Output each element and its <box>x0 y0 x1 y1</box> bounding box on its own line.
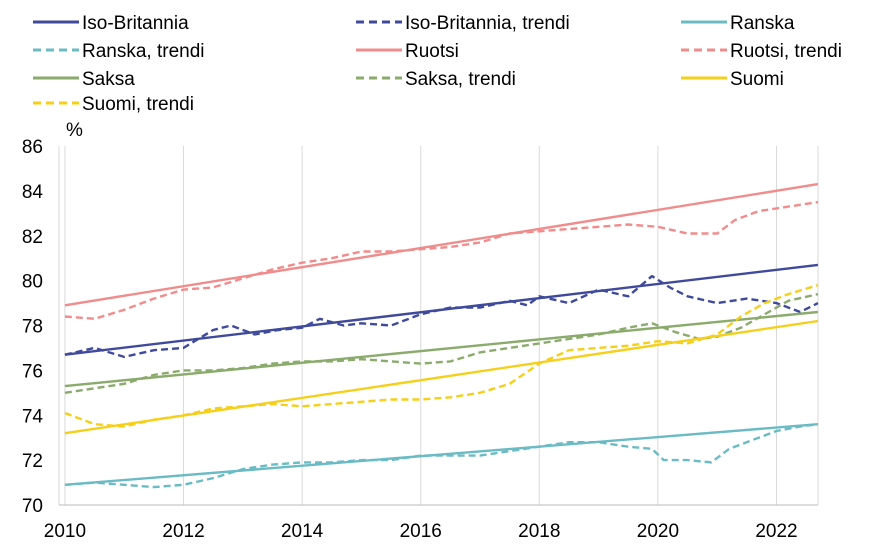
y-axis-tick-labels: 70 72 74 76 78 80 82 84 86 <box>22 137 44 517</box>
y-tick-label: 70 <box>22 496 43 517</box>
legend-label: Saksa <box>82 69 135 90</box>
legend-item-iso-britannia-trendi: Iso-Britannia, trendi <box>356 13 570 34</box>
legend-item-saksa-trendi: Saksa, trendi <box>356 69 516 90</box>
legend-item-ruotsi-trendi: Ruotsi, trendi <box>681 41 842 62</box>
legend-label: Saksa, trendi <box>405 69 516 90</box>
series-line-ranska-trendi <box>64 423 819 489</box>
legend-label: Suomi <box>730 69 784 90</box>
x-tick-label: 2016 <box>400 521 442 542</box>
legend-label: Iso-Britannia, trendi <box>405 13 570 34</box>
legend-label: Ranska <box>730 13 795 34</box>
y-axis-unit-label: % <box>66 120 83 141</box>
y-tick-label: 78 <box>22 317 43 338</box>
legend-label: Iso-Britannia <box>82 13 189 34</box>
x-tick-label: 2018 <box>518 521 560 542</box>
legend-item-iso-britannia: Iso-Britannia <box>33 13 189 34</box>
x-axis-tick-labels: 2010 2012 2014 2016 2018 2020 2022 <box>44 521 798 542</box>
legend-item-suomi: Suomi <box>681 69 784 90</box>
y-tick-label: 82 <box>22 227 43 248</box>
y-tick-label: 80 <box>22 272 43 293</box>
y-tick-label: 74 <box>22 406 44 427</box>
legend-item-saksa: Saksa <box>33 69 135 90</box>
legend: Iso-Britannia Iso-Britannia, trendi Ranska… <box>33 13 842 115</box>
x-tick-label: 2014 <box>281 521 324 542</box>
legend-item-ranska-trendi: Ranska, trendi <box>33 41 205 62</box>
series-line-saksa <box>64 310 819 388</box>
legend-label: Ruotsi, trendi <box>730 41 842 62</box>
legend-item-suomi-trendi: Suomi, trendi <box>33 94 194 115</box>
y-tick-label: 72 <box>22 451 43 472</box>
legend-label: Ranska, trendi <box>82 41 205 62</box>
series-line-iso-britannia <box>64 263 819 356</box>
series-line-iso-britannia-trendi <box>64 274 819 359</box>
series-line-ruotsi-trendi <box>64 200 819 320</box>
vertical-gridlines <box>58 146 819 505</box>
legend-label: Ruotsi <box>405 41 459 62</box>
x-tick-label: 2010 <box>44 521 86 542</box>
legend-label: Suomi, trendi <box>82 94 194 115</box>
series-lines <box>64 182 819 489</box>
legend-item-ranska: Ranska <box>681 13 795 34</box>
x-tick-label: 2012 <box>162 521 204 542</box>
series-line-suomi-trendi <box>64 283 819 428</box>
y-tick-label: 84 <box>22 182 44 203</box>
series-line-suomi <box>64 319 819 435</box>
series-line-ruotsi <box>64 182 819 307</box>
y-tick-label: 76 <box>22 361 43 382</box>
x-tick-label: 2022 <box>755 521 797 542</box>
x-tick-label: 2020 <box>637 521 679 542</box>
legend-item-ruotsi: Ruotsi <box>356 41 459 62</box>
y-tick-label: 86 <box>22 137 43 158</box>
